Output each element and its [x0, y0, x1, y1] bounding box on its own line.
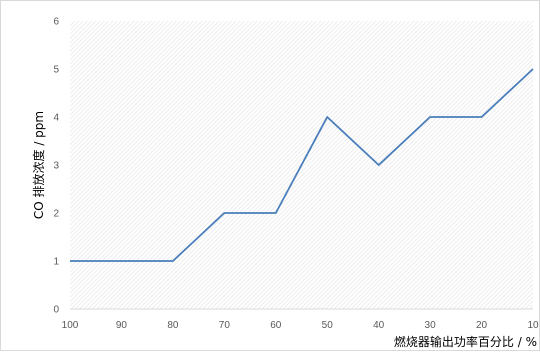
y-tick-label: 0 [53, 305, 59, 316]
series-layer [70, 68, 534, 262]
x-tick-labels: 100 90 80 70 60 50 40 30 20 10 [62, 320, 539, 331]
y-tick-label: 5 [53, 65, 59, 76]
x-tick-label: 10 [527, 320, 539, 331]
x-tick-label: 40 [373, 320, 385, 331]
y-tick-label: 6 [53, 17, 59, 28]
y-tick-labels: 0 1 2 3 4 5 6 [53, 17, 59, 316]
y-tick-label: 1 [53, 257, 59, 268]
x-tick-label: 80 [167, 320, 179, 331]
y-tick-label: 2 [53, 209, 59, 220]
x-tick-label: 100 [62, 320, 79, 331]
x-tick-label: 90 [116, 320, 128, 331]
x-tick-label: 50 [322, 320, 334, 331]
x-axis-title: 燃烧器输出功率百分比 / % [394, 334, 537, 349]
series-line [70, 68, 534, 262]
y-tick-label: 3 [53, 161, 59, 172]
x-tick-label: 60 [270, 320, 282, 331]
y-axis-title: CO 排放浓度 / ppm [31, 111, 46, 219]
y-tick-label: 4 [53, 113, 59, 124]
x-tick-label: 20 [476, 320, 488, 331]
x-tick-label: 30 [425, 320, 437, 331]
x-tick-label: 70 [219, 320, 231, 331]
